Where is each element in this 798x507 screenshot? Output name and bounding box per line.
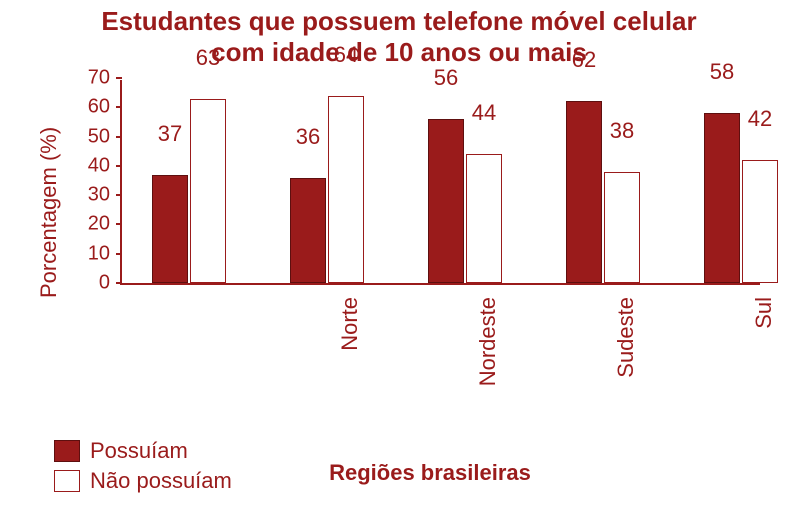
- y-tick-mark: [116, 106, 122, 108]
- bar-value-label: 56: [434, 65, 458, 91]
- legend-swatch: [54, 470, 80, 492]
- y-tick-mark: [116, 77, 122, 79]
- category-label: Norte: [337, 297, 363, 457]
- chart-title: Estudantes que possuem telefone móvel ce…: [0, 0, 798, 68]
- bar: [704, 113, 740, 283]
- y-tick-mark: [116, 165, 122, 167]
- bar-value-label: 44: [472, 100, 496, 126]
- bar-value-label: 37: [158, 121, 182, 147]
- y-tick-mark: [116, 282, 122, 284]
- bar: [152, 175, 188, 283]
- bar: [290, 178, 326, 283]
- y-tick-label: 70: [70, 67, 110, 90]
- y-tick-mark: [116, 136, 122, 138]
- legend-item: Não possuíam: [54, 468, 232, 494]
- y-tick-mark: [116, 194, 122, 196]
- bar-value-label: 63: [196, 45, 220, 71]
- y-tick-mark: [116, 223, 122, 225]
- y-axis-label: Porcentagem (%): [36, 127, 62, 298]
- y-tick-label: 60: [70, 96, 110, 119]
- legend-label: Não possuíam: [90, 468, 232, 494]
- bar-value-label: 38: [610, 118, 634, 144]
- legend: Possuíam Não possuíam: [54, 438, 232, 498]
- bar: [742, 160, 778, 283]
- chart-title-line1: Estudantes que possuem telefone móvel ce…: [0, 6, 798, 37]
- bar: [428, 119, 464, 283]
- legend-swatch: [54, 440, 80, 462]
- bar-value-label: 64: [334, 42, 358, 68]
- y-tick-label: 20: [70, 213, 110, 236]
- y-tick-label: 30: [70, 184, 110, 207]
- bar: [604, 172, 640, 283]
- bar: [466, 154, 502, 283]
- bar: [566, 101, 602, 283]
- y-tick-label: 0: [70, 272, 110, 295]
- bar-value-label: 42: [748, 106, 772, 132]
- category-label: Sul: [751, 297, 777, 457]
- y-tick-label: 50: [70, 125, 110, 148]
- bar-value-label: 36: [296, 124, 320, 150]
- bar: [190, 99, 226, 284]
- bar: [328, 96, 364, 283]
- category-label: Sudeste: [613, 297, 639, 457]
- y-tick-label: 40: [70, 154, 110, 177]
- legend-label: Possuíam: [90, 438, 188, 464]
- chart-title-line2: com idade de 10 anos ou mais: [0, 37, 798, 68]
- legend-item: Possuíam: [54, 438, 232, 464]
- y-tick-label: 10: [70, 242, 110, 265]
- bar-value-label: 62: [572, 47, 596, 73]
- bar-value-label: 58: [710, 59, 734, 85]
- category-label: Nordeste: [475, 297, 501, 457]
- x-axis-label: Regiões brasileiras: [240, 460, 620, 486]
- plot-area: 01020304050607037633664564462385842: [120, 80, 760, 285]
- y-tick-mark: [116, 253, 122, 255]
